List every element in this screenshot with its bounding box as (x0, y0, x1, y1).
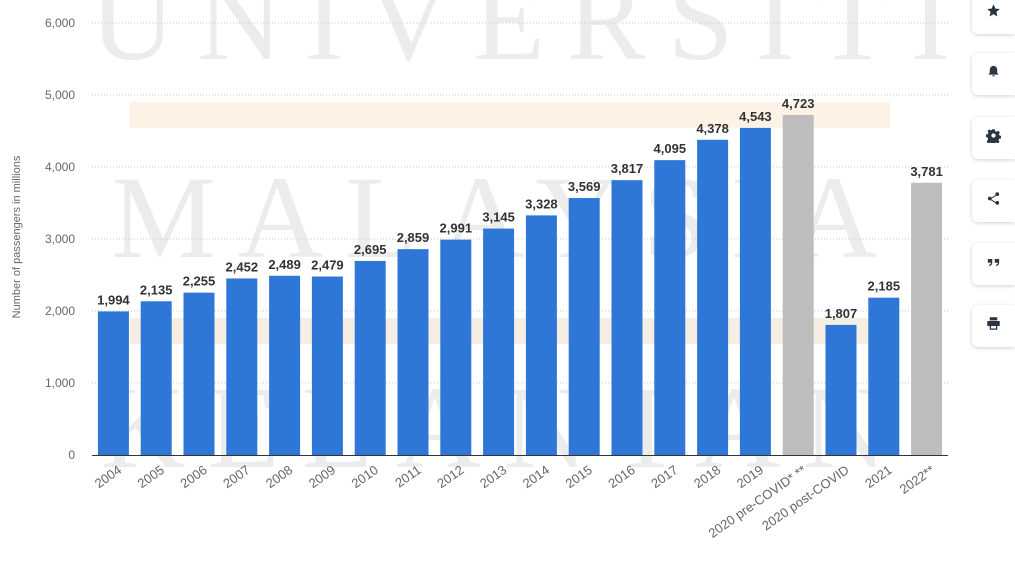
x-tick-label: 2021 (862, 462, 894, 491)
bar (611, 180, 643, 455)
y-tick-label: 2,000 (45, 304, 75, 318)
y-tick-label: 5,000 (45, 88, 75, 102)
bar-value-label: 1,807 (825, 306, 858, 321)
bar-value-label: 2,135 (140, 282, 173, 297)
bar (183, 292, 215, 455)
bar-value-label: 4,095 (654, 141, 687, 156)
y-axis-title: Number of passengers in millions (11, 155, 23, 318)
bar (525, 215, 557, 455)
bar (269, 275, 301, 455)
bar-value-label: 2,255 (183, 274, 216, 289)
bar-value-label: 3,781 (910, 164, 943, 179)
passenger-bar-chart: Number of passengers in millions 0 1,000 2… (11, 16, 948, 541)
x-tick-label: 2017 (648, 462, 680, 491)
x-axis-ticks: 2004 2005 2006 2007 2008 2009 2010 2011 2012 2013… (92, 462, 937, 541)
bell-icon (986, 64, 1001, 84)
x-tick-label: 2013 (477, 462, 509, 491)
bar (226, 278, 258, 455)
bar-value-label: 3,817 (611, 161, 644, 176)
y-tick-label: 0 (68, 448, 75, 462)
y-tick-label: 3,000 (45, 232, 75, 246)
y-tick-label: 4,000 (45, 160, 75, 174)
bar (782, 114, 814, 455)
bar-value-label: 2,185 (868, 279, 901, 294)
x-tick-label: 2006 (177, 462, 209, 491)
x-tick-label: 2008 (263, 462, 295, 491)
bars (97, 114, 943, 456)
bar-value-label: 1,994 (97, 292, 130, 307)
tool-sidebar (972, 0, 1015, 569)
x-tick-label: 2016 (605, 462, 637, 491)
x-tick-label: 2018 (691, 462, 723, 491)
x-tick-label: 2022** (897, 462, 938, 497)
star-icon (986, 3, 1001, 23)
bar (354, 260, 386, 455)
bar (739, 127, 771, 456)
bar-value-label: 2,859 (397, 230, 430, 245)
bar-value-label: 2,489 (268, 257, 301, 272)
bar (483, 228, 515, 455)
bar-value-label: 3,328 (525, 196, 558, 211)
x-tick-label: 2007 (220, 462, 252, 491)
x-tick-label: 2011 (392, 462, 424, 490)
bar-value-label: 2,479 (311, 258, 344, 273)
bar (911, 182, 943, 455)
print-button[interactable] (972, 305, 1015, 347)
settings-button[interactable] (972, 117, 1015, 159)
x-tick-label: 2009 (306, 462, 338, 491)
share-icon (986, 191, 1001, 211)
bar-value-label: 4,723 (782, 96, 815, 111)
x-tick-label: 2004 (92, 462, 124, 491)
notification-button[interactable] (972, 53, 1015, 95)
x-tick-label: 2010 (349, 462, 381, 491)
bar (825, 324, 857, 455)
printer-icon (986, 316, 1001, 336)
bar (140, 301, 172, 455)
bar (654, 160, 686, 455)
quote-icon (986, 254, 1001, 274)
bar (568, 198, 600, 456)
share-button[interactable] (972, 180, 1015, 222)
x-tick-label: 2019 (734, 462, 766, 491)
x-tick-label: 2005 (135, 462, 167, 491)
bar (397, 249, 429, 455)
bar-value-label: 2,452 (226, 259, 259, 274)
y-axis-ticks: 0 1,000 2,000 3,000 4,000 5,000 6,000 (45, 16, 75, 462)
bar-value-label: 4,543 (739, 109, 772, 124)
bar-value-label: 2,991 (440, 221, 473, 236)
x-tick-label: 2015 (563, 462, 595, 491)
cite-button[interactable] (972, 243, 1015, 285)
bar-value-label: 3,145 (482, 210, 515, 225)
bar (311, 276, 343, 455)
y-tick-label: 6,000 (45, 16, 75, 30)
bar (868, 297, 900, 455)
favorite-button[interactable] (972, 0, 1015, 34)
bar (697, 139, 729, 455)
bar (97, 311, 129, 455)
x-tick-label: 2012 (434, 462, 466, 491)
x-tick-label: 2014 (520, 462, 552, 491)
gridlines (92, 22, 948, 384)
value-labels: 1,994 2,135 2,255 2,452 2,489 2,479 2,695 2,859… (97, 96, 943, 321)
y-tick-label: 1,000 (45, 376, 75, 390)
bar-value-label: 2,695 (354, 242, 387, 257)
bar-value-label: 4,378 (696, 121, 729, 136)
bar-value-label: 3,569 (568, 179, 601, 194)
gear-icon (986, 128, 1001, 148)
bar (440, 239, 472, 455)
